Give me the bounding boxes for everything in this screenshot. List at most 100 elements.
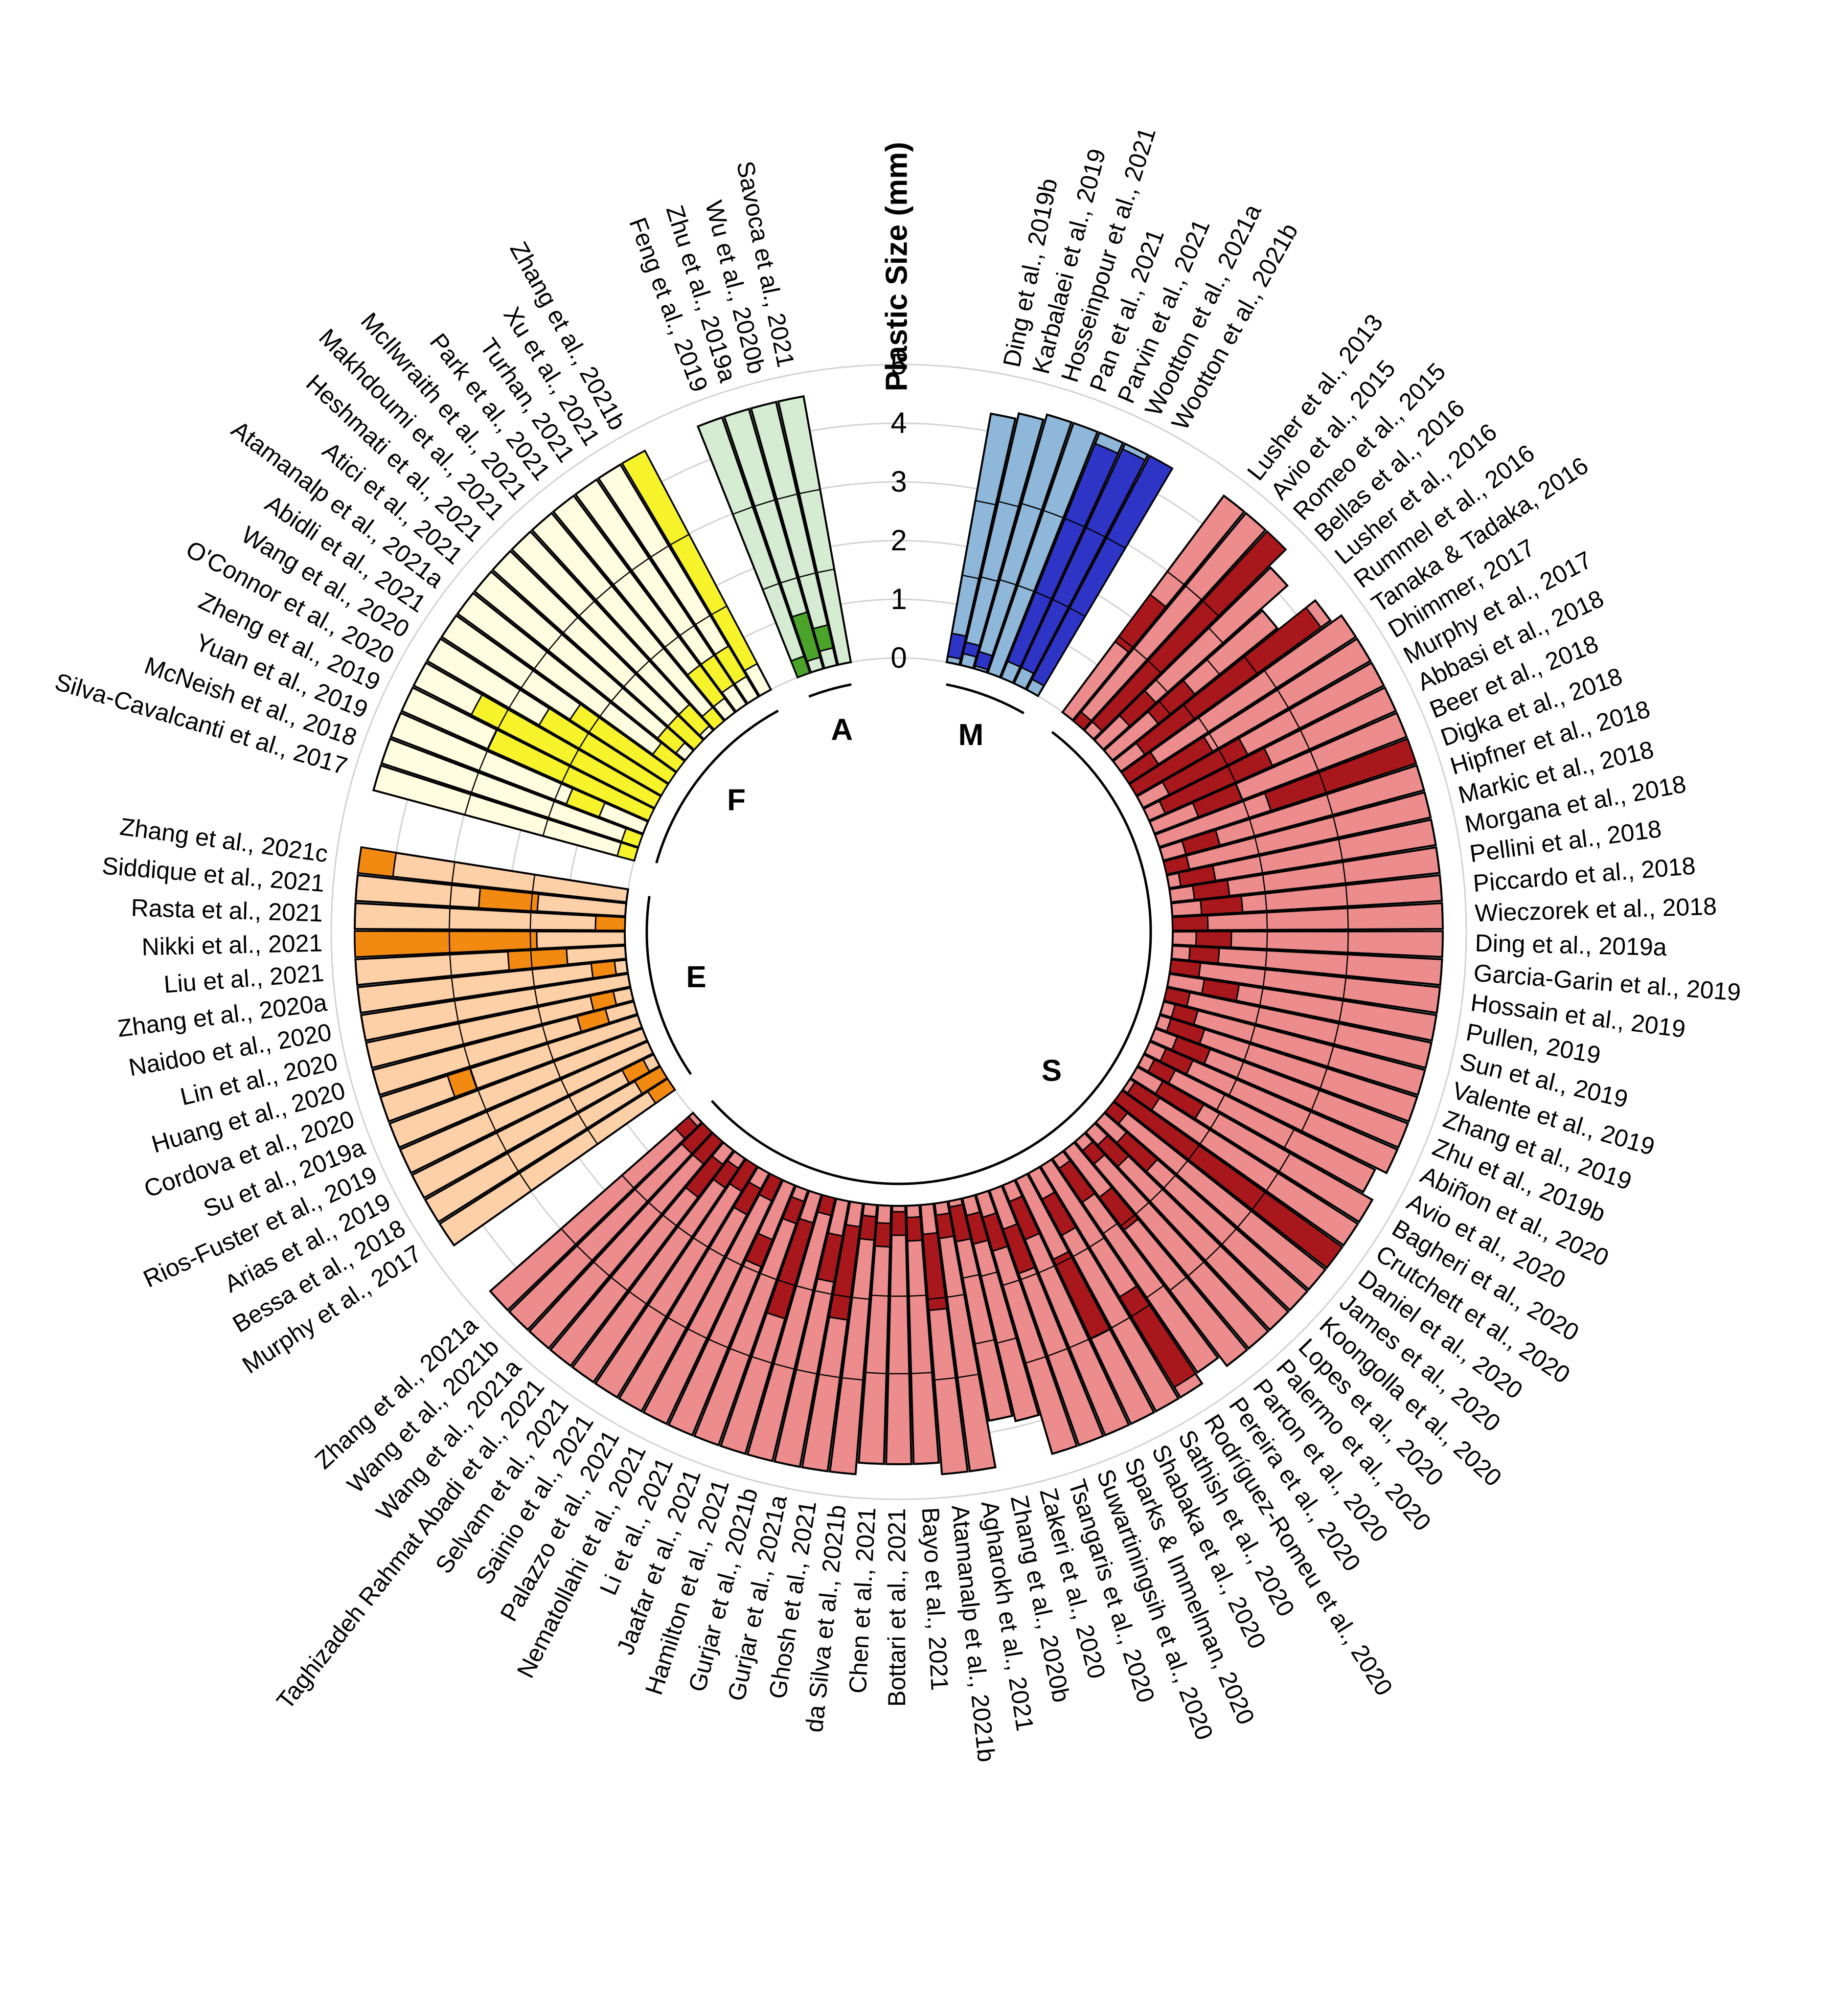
group-arc	[655, 709, 779, 863]
bar-divider	[754, 499, 775, 507]
study-label: Rasta et al., 2021	[131, 894, 323, 927]
bar-divider	[998, 500, 1019, 507]
bar-segment	[1165, 818, 1437, 889]
bar-divider	[1252, 1192, 1266, 1210]
bar-segment	[1171, 930, 1444, 958]
bar-divider	[670, 534, 689, 545]
bar-divider	[1254, 837, 1260, 855]
bar-divider	[677, 1226, 693, 1238]
bar-divider	[1086, 527, 1106, 538]
bar-highlight	[965, 1211, 989, 1245]
bar-divider	[909, 1294, 927, 1297]
bar-divider	[1262, 969, 1266, 987]
bar-divider	[1345, 884, 1348, 906]
bar-highlight	[1104, 1101, 1129, 1125]
bar-divider	[1326, 794, 1334, 815]
bar-segment	[379, 1014, 643, 1123]
bar-divider	[1318, 772, 1327, 793]
bar-divider	[611, 687, 623, 702]
bar-divider	[1065, 518, 1085, 528]
bar-divider	[577, 1113, 588, 1129]
bar-divider	[1043, 510, 1064, 519]
bar-divider	[454, 1000, 459, 1022]
bar-highlight	[1118, 689, 1157, 727]
bar-divider	[599, 702, 611, 717]
bar-divider	[530, 893, 533, 911]
bar-divider	[449, 954, 452, 976]
bar-divider	[470, 1068, 478, 1089]
bar-divider	[1146, 1285, 1164, 1298]
bar-highlight	[616, 841, 639, 861]
bar-divider	[708, 1338, 728, 1349]
bar-divider	[662, 1214, 677, 1226]
bar-divider	[477, 1090, 487, 1110]
bar-highlight	[674, 1115, 699, 1140]
bar-highlight	[1162, 855, 1191, 875]
group-arc	[710, 731, 1152, 1185]
bar-divider	[999, 579, 1017, 586]
bar-divider	[760, 1272, 777, 1280]
bar-segment	[549, 1141, 735, 1367]
bar-divider	[732, 506, 753, 515]
bar-segment	[1001, 1178, 1130, 1437]
bar-segment	[574, 478, 748, 713]
bar-highlight	[620, 827, 644, 848]
bar-divider	[1262, 874, 1266, 892]
bar-highlight	[1158, 747, 1274, 815]
bar-divider	[1237, 1210, 1252, 1228]
bar-highlight	[714, 645, 748, 685]
bar-highlight	[1199, 895, 1244, 916]
group-label: E	[686, 960, 706, 994]
group-label: A	[831, 713, 853, 747]
bar-segment	[933, 1200, 997, 1472]
bar-divider	[464, 794, 472, 815]
bar-divider	[1025, 1356, 1047, 1364]
bar-divider	[1038, 1265, 1055, 1274]
gridline	[330, 363, 1467, 1500]
bar-divider	[780, 577, 797, 584]
bar-divider	[1069, 1338, 1090, 1349]
bar-divider	[997, 1337, 1017, 1344]
bar-highlight	[621, 450, 758, 672]
bar-divider	[508, 689, 521, 708]
bar-divider	[687, 1328, 707, 1339]
bar-highlight	[565, 787, 606, 818]
bar-divider	[664, 636, 679, 648]
bar-divider	[569, 749, 579, 766]
bar-divider	[561, 766, 570, 783]
bar-highlight	[874, 1222, 891, 1248]
bar-divider	[1188, 1145, 1200, 1160]
bar-highlight	[701, 706, 725, 731]
bar-divider	[650, 648, 664, 660]
bar-divider	[578, 733, 589, 749]
study-label: Ding et al., 2019a	[1475, 929, 1667, 961]
bar-highlight	[1058, 1159, 1096, 1204]
bar-divider	[1235, 783, 1244, 800]
bar-segment	[947, 1197, 1014, 1422]
bar-divider	[471, 772, 479, 793]
bar-divider	[1155, 679, 1168, 693]
bar-divider	[1264, 893, 1268, 911]
group-label: S	[1042, 1054, 1062, 1088]
bar-divider	[1229, 1079, 1237, 1096]
bar-highlight	[1091, 530, 1287, 732]
bar-segment	[777, 395, 852, 666]
bar-segment	[693, 1184, 810, 1447]
bar-divider	[695, 614, 711, 625]
bar-divider	[534, 988, 539, 1006]
bar-divider	[762, 583, 779, 590]
bar-segment	[1121, 1077, 1360, 1247]
bar-highlight	[478, 887, 540, 912]
bar-divider	[1289, 709, 1300, 729]
bar-divider	[711, 605, 728, 615]
bar-highlight	[766, 1217, 814, 1320]
bar-divider	[621, 1175, 635, 1189]
bar-highlight	[1264, 738, 1417, 812]
bar-divider	[1332, 816, 1339, 838]
bar-divider	[852, 1296, 870, 1300]
bar-divider	[478, 750, 488, 771]
bar-divider	[448, 908, 451, 929]
bar-divider	[819, 1373, 841, 1379]
bar-divider	[529, 931, 531, 949]
bar-divider	[975, 500, 996, 506]
